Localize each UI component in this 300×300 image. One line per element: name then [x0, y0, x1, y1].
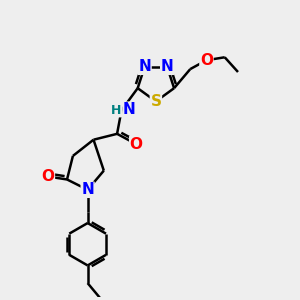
Text: N: N	[123, 102, 136, 117]
Text: O: O	[200, 53, 213, 68]
Text: O: O	[41, 169, 54, 184]
Text: S: S	[150, 94, 161, 109]
Text: N: N	[161, 59, 173, 74]
Text: N: N	[81, 182, 94, 197]
Text: O: O	[130, 136, 143, 152]
Text: N: N	[138, 59, 151, 74]
Text: H: H	[111, 104, 122, 117]
